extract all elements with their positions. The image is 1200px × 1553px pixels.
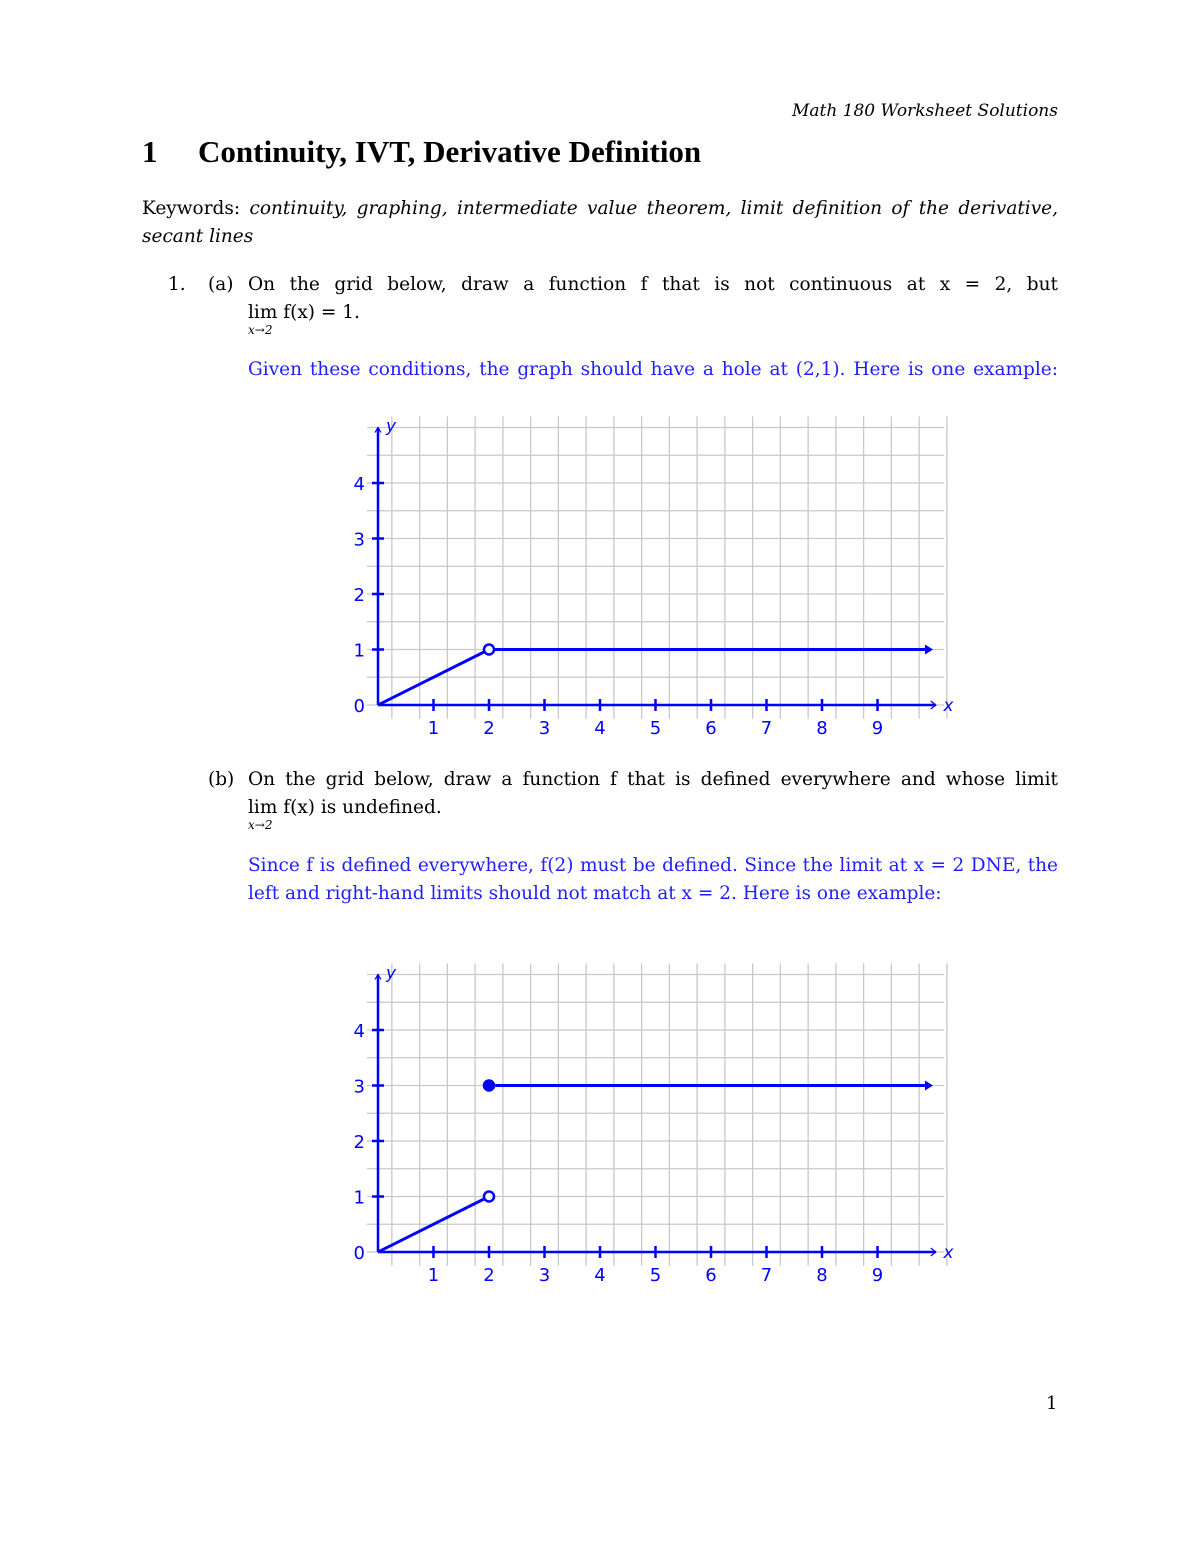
segment-arrow [925,1080,933,1091]
x-tick-label: 7 [761,718,772,739]
keywords-list: continuity, graphing, intermediate value… [142,198,1058,247]
x-tick-label: 5 [650,718,661,739]
y-axis-arrow [374,973,382,980]
lim-sub: x→2 [248,323,273,337]
keywords: Keywords: continuity, graphing, intermed… [142,195,1058,251]
y-tick-label: 4 [354,474,365,495]
part-b-answer: Since f is defined everywhere, f(2) must… [248,855,1058,904]
segment-arrow [925,644,933,655]
x-tick-label: 5 [650,1265,661,1286]
y-tick-label: 2 [354,1132,365,1153]
section-heading: 1 Continuity, IVT, Derivative Definition [142,134,701,170]
y-tick-label: 3 [354,1077,365,1098]
part-b-question: On the grid below, draw a function f tha… [248,769,1058,790]
page-number: 1 [1046,1393,1058,1414]
x-tick-label: 4 [594,718,605,739]
lim-rest: f(x) = 1. [283,302,360,323]
y-axis-arrow [374,426,382,433]
x-tick-label: 7 [761,1265,772,1286]
y-tick-label: 1 [354,1188,365,1209]
x-tick-label: 9 [872,718,883,739]
y-tick-label: 4 [354,1021,365,1042]
y-axis-label: y [385,964,397,984]
y-tick-label: 0 [354,696,365,717]
part-b-label: (b) [208,769,235,790]
y-tick-label: 3 [354,530,365,551]
graph-part-b: x y 1 2 3 4 5 6 7 8 9 0 1 2 3 4 [354,963,954,1286]
lim-sub: x→2 [248,818,273,832]
lim-rest: f(x) is undefined. [283,797,442,818]
part-a-label: (a) [208,274,234,295]
x-tick-label: 2 [483,718,494,739]
x-axis-label: x [942,696,954,716]
open-point [482,1190,496,1203]
running-header: Math 180 Worksheet Solutions [791,101,1058,121]
x-tick-label: 2 [483,1265,494,1286]
x-tick-label: 9 [872,1265,883,1286]
x-tick-label: 8 [816,1265,827,1286]
function-segment [377,1195,490,1254]
filled-point [482,1079,496,1092]
x-tick-label: 8 [816,718,827,739]
open-point [482,643,496,656]
problem-number: 1. [168,274,186,295]
x-tick-label: 1 [428,1265,439,1286]
keywords-label: Keywords: [142,198,241,219]
x-axis-arrow [930,1247,937,1257]
x-axis-label: x [942,1243,954,1263]
x-tick-label: 3 [539,1265,550,1286]
x-tick-label: 3 [539,718,550,739]
y-tick-label: 0 [354,1243,365,1264]
function-segment [377,648,490,707]
part-a-question: On the grid below, draw a function f tha… [248,274,1058,295]
graph-part-a: x y 1 2 3 4 5 6 7 8 9 0 1 2 3 4 [354,416,954,739]
y-tick-label: 2 [354,585,365,606]
x-tick-label: 1 [428,718,439,739]
x-axis-arrow [930,700,937,710]
y-axis-label: y [385,417,397,437]
x-tick-label: 6 [705,718,716,739]
lim-text: lim [248,302,278,323]
lim-text: lim [248,797,278,818]
section-number: 1 [142,134,158,169]
part-a-answer: Given these conditions, the graph should… [248,359,1058,380]
part-a-limit: lim x→2 f(x) = 1. [248,299,360,337]
part-b-limit: lim x→2 f(x) is undefined. [248,794,442,832]
y-tick-label: 1 [354,641,365,662]
section-title: Continuity, IVT, Derivative Definition [198,134,702,169]
x-tick-label: 4 [594,1265,605,1286]
x-tick-label: 6 [705,1265,716,1286]
